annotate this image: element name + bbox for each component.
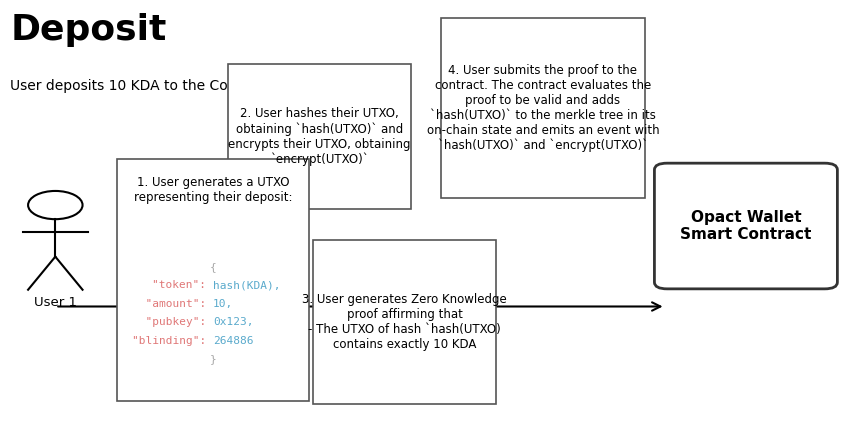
FancyBboxPatch shape <box>228 64 411 209</box>
Text: hash(KDA),: hash(KDA), <box>213 280 281 290</box>
FancyBboxPatch shape <box>654 163 837 289</box>
Text: }: } <box>210 355 216 364</box>
Text: 4. User submits the proof to the
contract. The contract evaluates the
proof to b: 4. User submits the proof to the contrac… <box>426 64 660 152</box>
FancyBboxPatch shape <box>441 18 645 198</box>
Text: 0x123,: 0x123, <box>213 318 254 327</box>
FancyBboxPatch shape <box>313 240 496 404</box>
Text: User deposits 10 KDA to the Contract: User deposits 10 KDA to the Contract <box>10 79 270 93</box>
Text: 1. User generates a UTXO
representing their deposit:: 1. User generates a UTXO representing th… <box>134 176 293 204</box>
Text: 2. User hashes their UTXO,
obtaining `hash(UTXO)` and
encrypts their UTXO, obtai: 2. User hashes their UTXO, obtaining `ha… <box>228 107 411 166</box>
Text: 264886: 264886 <box>213 336 254 346</box>
Text: "token":: "token": <box>152 280 213 290</box>
Text: "amount":: "amount": <box>132 299 213 309</box>
Text: Deposit: Deposit <box>10 13 167 47</box>
FancyBboxPatch shape <box>117 159 309 401</box>
Text: "blinding":: "blinding": <box>132 336 213 346</box>
Text: 3. User generates Zero Knowledge
proof affirming that
- The UTXO of hash `hash(U: 3. User generates Zero Knowledge proof a… <box>302 293 507 351</box>
Text: 10,: 10, <box>213 299 233 309</box>
Text: {: { <box>210 262 216 272</box>
Text: Opact Wallet
Smart Contract: Opact Wallet Smart Contract <box>680 210 812 242</box>
Text: "pubkey":: "pubkey": <box>132 318 213 327</box>
Text: User 1: User 1 <box>34 296 77 309</box>
